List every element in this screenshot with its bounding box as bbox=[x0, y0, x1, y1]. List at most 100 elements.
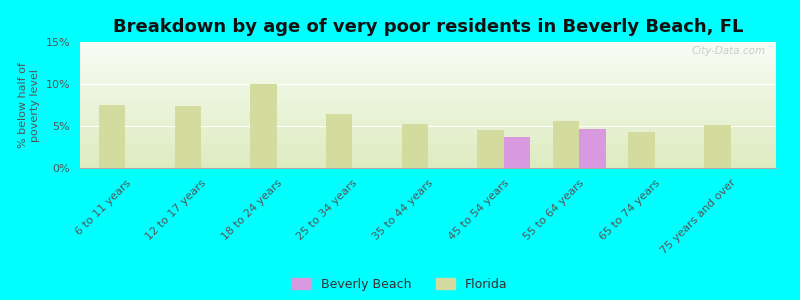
Bar bbox=[80, 158, 776, 159]
Bar bbox=[80, 115, 776, 116]
Bar bbox=[80, 154, 776, 155]
Bar bbox=[80, 164, 776, 166]
Bar bbox=[80, 71, 776, 72]
Bar bbox=[80, 61, 776, 62]
Bar bbox=[80, 48, 776, 50]
Bar bbox=[80, 51, 776, 52]
Bar bbox=[80, 111, 776, 112]
Bar bbox=[80, 47, 776, 48]
Bar bbox=[80, 62, 776, 63]
Bar bbox=[80, 143, 776, 144]
Bar bbox=[99, 105, 126, 168]
Bar bbox=[80, 99, 776, 100]
Title: Breakdown by age of very poor residents in Beverly Beach, FL: Breakdown by age of very poor residents … bbox=[113, 18, 743, 36]
Bar bbox=[80, 91, 776, 92]
Bar bbox=[80, 96, 776, 98]
Bar bbox=[80, 80, 776, 81]
Bar bbox=[80, 163, 776, 164]
Bar bbox=[504, 137, 530, 168]
Bar bbox=[80, 116, 776, 118]
Bar bbox=[80, 150, 776, 152]
Bar bbox=[80, 148, 776, 149]
Legend: Beverly Beach, Florida: Beverly Beach, Florida bbox=[292, 278, 508, 291]
Bar bbox=[326, 114, 352, 168]
Bar bbox=[80, 135, 776, 136]
Bar bbox=[80, 162, 776, 163]
Bar bbox=[80, 153, 776, 154]
Bar bbox=[80, 128, 776, 129]
Bar bbox=[80, 55, 776, 56]
Bar bbox=[80, 152, 776, 153]
Bar bbox=[80, 74, 776, 75]
Text: City-Data.com: City-Data.com bbox=[691, 46, 766, 56]
Bar bbox=[579, 129, 606, 168]
Bar bbox=[80, 101, 776, 103]
Bar bbox=[80, 119, 776, 120]
Bar bbox=[80, 107, 776, 109]
Bar bbox=[80, 157, 776, 158]
Bar bbox=[80, 155, 776, 157]
Bar bbox=[80, 94, 776, 95]
Bar bbox=[80, 81, 776, 82]
Bar bbox=[80, 145, 776, 147]
Bar bbox=[80, 82, 776, 84]
Bar bbox=[80, 139, 776, 140]
Bar bbox=[80, 140, 776, 142]
Bar bbox=[80, 112, 776, 114]
Bar bbox=[80, 160, 776, 162]
Bar bbox=[80, 131, 776, 133]
Bar bbox=[80, 92, 776, 94]
Bar bbox=[80, 42, 776, 43]
Bar bbox=[80, 75, 776, 76]
Bar bbox=[80, 149, 776, 150]
Bar bbox=[704, 125, 730, 168]
Bar bbox=[80, 77, 776, 79]
Bar bbox=[80, 76, 776, 77]
Bar bbox=[80, 133, 776, 134]
Bar bbox=[80, 114, 776, 115]
Bar bbox=[80, 103, 776, 104]
Bar bbox=[80, 167, 776, 168]
Bar bbox=[80, 136, 776, 138]
Bar bbox=[402, 124, 428, 168]
Bar bbox=[80, 95, 776, 96]
Bar bbox=[80, 142, 776, 143]
Bar bbox=[80, 65, 776, 66]
Bar bbox=[80, 84, 776, 85]
Bar bbox=[80, 166, 776, 167]
Bar bbox=[80, 88, 776, 90]
Bar bbox=[250, 84, 277, 168]
Bar bbox=[80, 60, 776, 61]
Bar bbox=[477, 130, 504, 168]
Bar bbox=[80, 87, 776, 88]
Bar bbox=[80, 85, 776, 86]
Bar bbox=[80, 98, 776, 99]
Bar bbox=[174, 106, 201, 168]
Bar bbox=[80, 130, 776, 131]
Bar bbox=[553, 121, 579, 168]
Bar bbox=[80, 159, 776, 160]
Bar bbox=[80, 43, 776, 44]
Bar bbox=[80, 118, 776, 119]
Bar bbox=[80, 124, 776, 125]
Bar bbox=[80, 79, 776, 80]
Bar bbox=[80, 44, 776, 46]
Bar bbox=[80, 110, 776, 111]
Bar bbox=[80, 57, 776, 58]
Bar bbox=[80, 138, 776, 139]
Bar bbox=[80, 63, 776, 65]
Bar bbox=[80, 58, 776, 60]
Bar bbox=[80, 125, 776, 126]
Bar bbox=[80, 46, 776, 47]
Bar bbox=[80, 100, 776, 101]
Bar bbox=[80, 120, 776, 122]
Bar bbox=[629, 132, 655, 168]
Bar bbox=[80, 105, 776, 106]
Bar bbox=[80, 104, 776, 105]
Bar bbox=[80, 147, 776, 148]
Bar bbox=[80, 50, 776, 51]
Bar bbox=[80, 68, 776, 70]
Bar bbox=[80, 52, 776, 53]
Bar bbox=[80, 56, 776, 57]
Bar bbox=[80, 144, 776, 145]
